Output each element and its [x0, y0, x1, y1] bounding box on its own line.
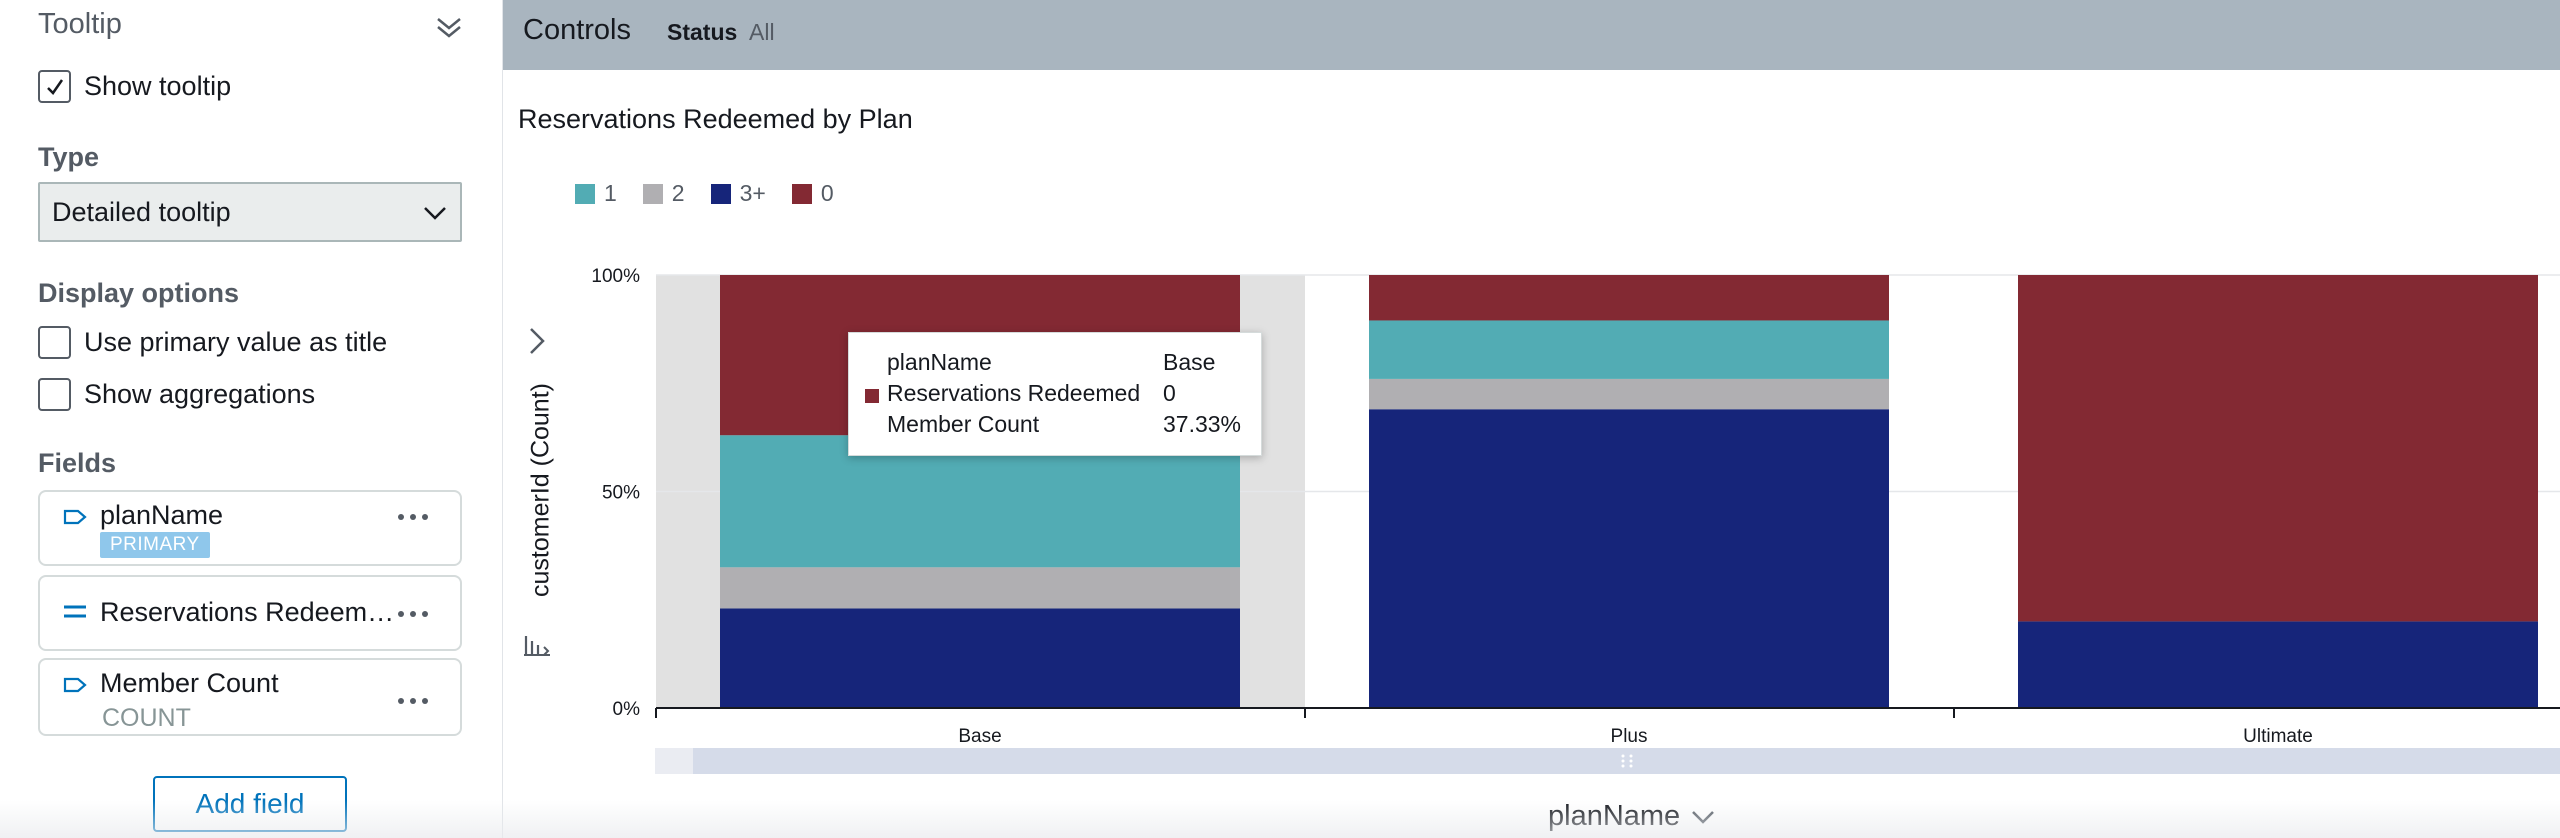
- bar-segment-ultimate-0: [2018, 275, 2538, 622]
- show-tooltip-checkbox[interactable]: [38, 70, 71, 103]
- x-axis-title-dropdown[interactable]: planName: [1548, 800, 1716, 833]
- measure-icon: [64, 605, 86, 618]
- controls-bar: Controls Status All: [503, 0, 2560, 70]
- chart-tooltip: planName Base Reservations Redeemed 0 Me…: [848, 332, 1262, 456]
- legend-swatch: [575, 183, 595, 204]
- add-field-button[interactable]: Add field: [153, 776, 347, 832]
- legend-item[interactable]: 0: [791, 180, 834, 207]
- y-tick-label: 50%: [602, 483, 640, 504]
- tooltip-row: Member Count 37.33%: [849, 411, 1261, 441]
- y-axis-title: customerId (Count): [526, 383, 555, 597]
- tooltip-row: Reservations Redeemed 0: [849, 380, 1261, 410]
- legend-swatch: [791, 183, 812, 204]
- tooltip-row: planName Base: [849, 349, 1261, 379]
- checkmark-icon: [46, 78, 63, 95]
- legend-item[interactable]: 3+: [710, 180, 766, 207]
- field-name: planName: [100, 500, 224, 530]
- aggregations-label: Show aggregations: [84, 379, 316, 409]
- more-options-icon[interactable]: [396, 609, 430, 619]
- chevron-right-icon[interactable]: [525, 326, 549, 356]
- primary-title-checkbox-row[interactable]: Use primary value as title: [38, 326, 387, 359]
- tooltip-value: Base: [1163, 349, 1216, 375]
- chevron-down-icon: [1692, 810, 1715, 824]
- stacked-bar-chart: 0% 50% 100% Base Plus Ultimate: [591, 266, 2560, 747]
- dimension-icon: [63, 677, 87, 693]
- chart-scrollbar[interactable]: [655, 748, 2560, 774]
- legend-swatch: [710, 183, 731, 204]
- field-name: Reservations Redeem…: [100, 597, 395, 627]
- y-tick-label: 100%: [591, 266, 640, 287]
- tooltip-swatch: [865, 389, 879, 403]
- tooltip-type-value: Detailed tooltip: [52, 196, 231, 227]
- primary-badge: PRIMARY: [100, 532, 210, 558]
- x-tick-label: Plus: [1611, 726, 1648, 747]
- legend-label: 0: [820, 180, 834, 206]
- bar-segment-ultimate-3plus: [2018, 621, 2538, 708]
- bar-segment-plus-0: [1369, 275, 1889, 321]
- field-card-planname[interactable]: planName PRIMARY: [38, 490, 462, 566]
- aggregation-label: COUNT: [102, 704, 191, 732]
- dimension-icon: [63, 509, 87, 525]
- y-tick-label: 0%: [613, 699, 641, 720]
- more-options-icon[interactable]: [396, 512, 430, 522]
- legend-label: 3+: [739, 180, 766, 206]
- tooltip-key: Member Count: [887, 411, 1040, 437]
- controls-label[interactable]: Controls: [523, 14, 631, 46]
- tooltip-value: 37.33%: [1163, 411, 1242, 437]
- sort-icon[interactable]: [522, 632, 552, 658]
- field-card-member-count[interactable]: Member Count COUNT: [38, 658, 462, 736]
- type-heading: Type: [38, 142, 100, 172]
- tooltip-settings-panel: Tooltip Show tooltip Type Detailed toolt…: [0, 0, 503, 838]
- x-tick-label: Base: [958, 726, 1001, 747]
- chart-legend: 1 2 3+ 0: [575, 180, 860, 207]
- bar-segment-plus-1: [1369, 320, 1889, 379]
- x-tick-label: Ultimate: [2243, 726, 2313, 747]
- aggregations-checkbox-row[interactable]: Show aggregations: [38, 378, 315, 411]
- show-tooltip-label: Show tooltip: [84, 71, 232, 101]
- primary-title-checkbox[interactable]: [38, 326, 71, 359]
- field-card-reservations[interactable]: Reservations Redeem…: [38, 575, 462, 651]
- bar-segment-base-1: [720, 435, 1240, 568]
- tooltip-type-select[interactable]: Detailed tooltip: [38, 182, 462, 242]
- scrollbar-start-cap[interactable]: [655, 748, 693, 774]
- show-tooltip-checkbox-row[interactable]: Show tooltip: [38, 70, 231, 103]
- legend-item[interactable]: 1: [575, 180, 617, 207]
- grip-icon[interactable]: [1620, 752, 1634, 770]
- display-options-heading: Display options: [38, 278, 240, 308]
- legend-item[interactable]: 2: [642, 180, 685, 207]
- chevron-down-icon: [424, 207, 446, 220]
- visual-title: Reservations Redeemed by Plan: [518, 104, 913, 134]
- legend-label: 1: [604, 180, 617, 206]
- tooltip-key: Reservations Redeemed: [887, 380, 1141, 406]
- bar-segment-base-3plus: [720, 608, 1240, 708]
- x-axis-title: planName: [1548, 800, 1681, 832]
- bar-segment-plus-3plus: [1369, 409, 1889, 708]
- collapse-icon[interactable]: [434, 16, 464, 40]
- tooltip-value: 0: [1163, 380, 1176, 406]
- fields-heading: Fields: [38, 448, 117, 478]
- tooltip-key: planName: [887, 349, 992, 375]
- more-options-icon[interactable]: [396, 696, 430, 706]
- status-filter-label[interactable]: Status: [667, 19, 738, 45]
- status-filter-value[interactable]: All: [749, 19, 775, 45]
- field-name: Member Count: [100, 668, 279, 698]
- legend-label: 2: [671, 180, 685, 206]
- aggregations-checkbox[interactable]: [38, 378, 71, 411]
- bar-segment-base-2: [720, 567, 1240, 609]
- primary-title-label: Use primary value as title: [84, 327, 388, 357]
- legend-swatch: [642, 183, 663, 204]
- panel-title: Tooltip: [38, 8, 122, 40]
- bar-segment-plus-2: [1369, 378, 1889, 410]
